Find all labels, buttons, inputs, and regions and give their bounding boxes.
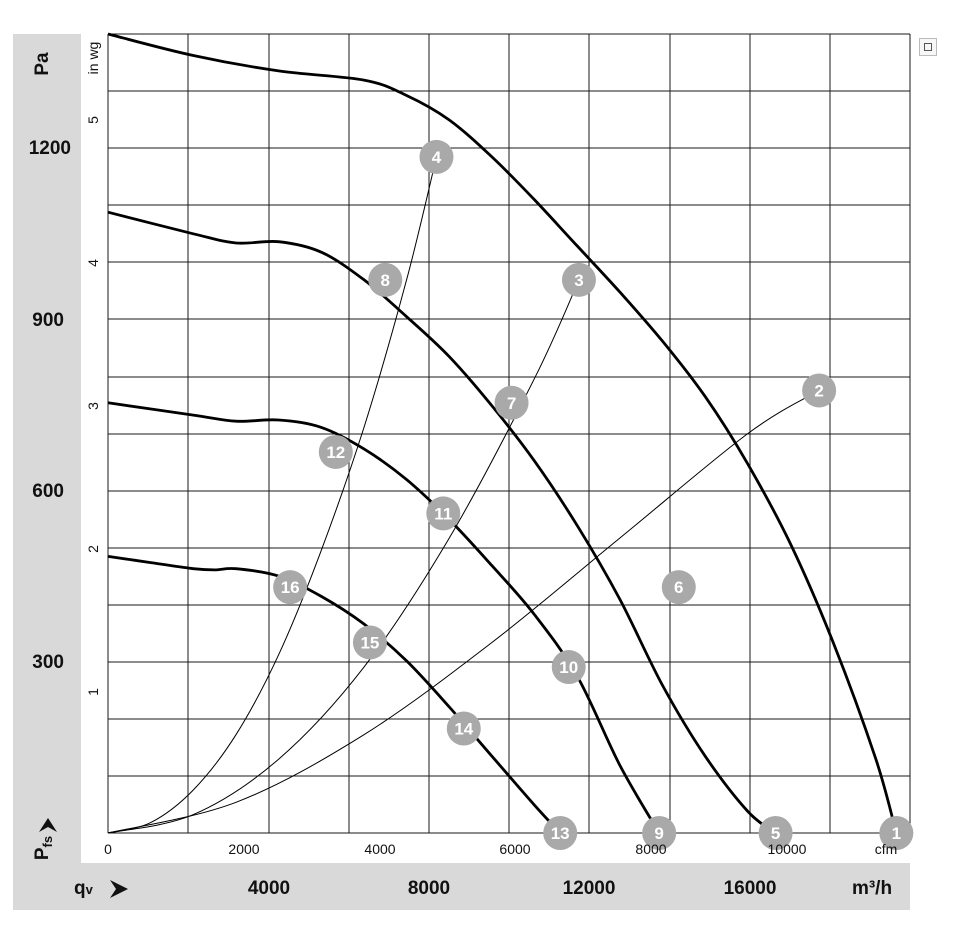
curves-layer xyxy=(107,32,898,835)
y-inner-tick-label: 3 xyxy=(85,402,101,410)
operating-point-4: 4 xyxy=(419,139,454,174)
x-axis-symbol: qv xyxy=(74,878,94,899)
operating-point-label: 5 xyxy=(771,824,780,843)
operating-point-marker xyxy=(802,373,837,408)
y-tick-label: 900 xyxy=(32,310,64,331)
operating-point-marker xyxy=(273,570,308,605)
operating-point-label: 1 xyxy=(892,824,901,843)
operating-point-6: 6 xyxy=(661,570,696,605)
fan-curve-4 xyxy=(107,555,562,834)
system-line-c xyxy=(107,390,820,834)
operating-point-label: 3 xyxy=(574,271,583,290)
operating-point-marker xyxy=(352,625,387,660)
operating-point-label: 10 xyxy=(559,658,578,677)
operating-point-marker xyxy=(426,496,461,531)
operating-point-marker xyxy=(543,816,578,850)
y-axis-symbol-main: P xyxy=(32,847,53,860)
operating-point-marker xyxy=(419,139,454,174)
expand-icon[interactable] xyxy=(919,38,937,56)
x-tick-label: 8000 xyxy=(408,878,450,899)
operating-point-label: 6 xyxy=(674,578,683,597)
operating-point-label: 16 xyxy=(281,578,300,597)
y-inner-tick-label: 1 xyxy=(85,688,101,696)
y-inner-unit-label: in wg xyxy=(85,42,101,75)
operating-point-label: 9 xyxy=(654,824,663,843)
operating-point-label: 2 xyxy=(814,381,823,400)
operating-point-11: 11 xyxy=(426,496,461,531)
y-axis-symbol: Pfs xyxy=(32,836,55,860)
operating-point-label: 11 xyxy=(434,504,452,523)
operating-point-3: 3 xyxy=(561,262,596,297)
operating-point-marker xyxy=(642,816,677,850)
y-inner-tick-label: 5 xyxy=(85,116,101,124)
y-axis-band xyxy=(13,34,81,910)
operating-point-label: 7 xyxy=(507,394,516,413)
x-inner-tick-label: 6000 xyxy=(499,841,530,857)
system-line-a xyxy=(107,156,437,834)
x-inner-tick-label: 4000 xyxy=(364,841,395,857)
operating-point-marker xyxy=(318,434,353,469)
x-axis-symbol-main: q xyxy=(74,878,86,899)
chart-grid xyxy=(107,33,911,834)
operating-point-1: 1 xyxy=(879,816,914,850)
operating-point-10: 10 xyxy=(551,650,586,685)
operating-point-9: 9 xyxy=(642,816,677,850)
x-tick-label: 16000 xyxy=(724,878,777,899)
operating-point-marker xyxy=(758,816,793,850)
operating-point-label: 15 xyxy=(360,633,379,652)
expand-icon-inner xyxy=(924,43,932,51)
x-inner-tick-label: 2000 xyxy=(228,841,259,857)
y-axis-symbol-sub: fs xyxy=(40,836,55,848)
operating-point-marker xyxy=(368,262,403,297)
y-inner-tick-label: 4 xyxy=(85,259,101,267)
operating-point-label: 8 xyxy=(381,271,390,290)
operating-point-label: 4 xyxy=(432,148,442,167)
operating-point-2: 2 xyxy=(802,373,837,408)
svg-text:Pfs: Pfs xyxy=(32,836,55,860)
operating-point-13: 13 xyxy=(543,816,578,850)
x-axis-arrow-icon xyxy=(110,880,128,898)
y-tick-label: 600 xyxy=(32,481,64,502)
x-inner-tick-label: 10000 xyxy=(768,841,807,857)
x-axis-unit-label: m³/h xyxy=(852,878,892,899)
x-axis-symbol-sub: v xyxy=(86,882,94,897)
operating-point-15: 15 xyxy=(352,625,387,660)
operating-point-marker xyxy=(446,711,481,746)
operating-point-marker xyxy=(561,262,596,297)
operating-point-16: 16 xyxy=(273,570,308,605)
operating-point-label: 13 xyxy=(551,824,570,843)
system-line-b xyxy=(107,279,580,834)
operating-point-marker xyxy=(551,650,586,685)
fan-curve-2 xyxy=(107,210,777,835)
operating-point-marker xyxy=(879,816,914,850)
x-inner-tick-label: 8000 xyxy=(635,841,666,857)
y-inner-tick-label: 2 xyxy=(85,545,101,553)
x-inner-tick-label: 0 xyxy=(104,841,112,857)
operating-point-5: 5 xyxy=(758,816,793,850)
fan-curve-1 xyxy=(107,32,898,834)
y-tick-label: 1200 xyxy=(29,138,71,159)
operating-point-marker xyxy=(661,570,696,605)
x-tick-label: 4000 xyxy=(248,878,290,899)
x-inner-unit-label: cfm xyxy=(875,841,898,857)
y-axis-arrow-icon xyxy=(39,818,57,832)
y-axis-unit-label: Pa xyxy=(32,52,53,76)
operating-point-8: 8 xyxy=(368,262,403,297)
x-axis-band xyxy=(13,863,910,910)
operating-point-7: 7 xyxy=(494,385,529,420)
operating-point-label: 12 xyxy=(326,443,345,462)
x-tick-label: 12000 xyxy=(563,878,616,899)
operating-point-12: 12 xyxy=(318,434,353,469)
fan-curve-3 xyxy=(107,401,661,834)
operating-point-14: 14 xyxy=(446,711,481,746)
operating-point-label: 14 xyxy=(454,720,473,739)
operating-point-marker xyxy=(494,385,529,420)
y-tick-label: 300 xyxy=(32,652,64,673)
